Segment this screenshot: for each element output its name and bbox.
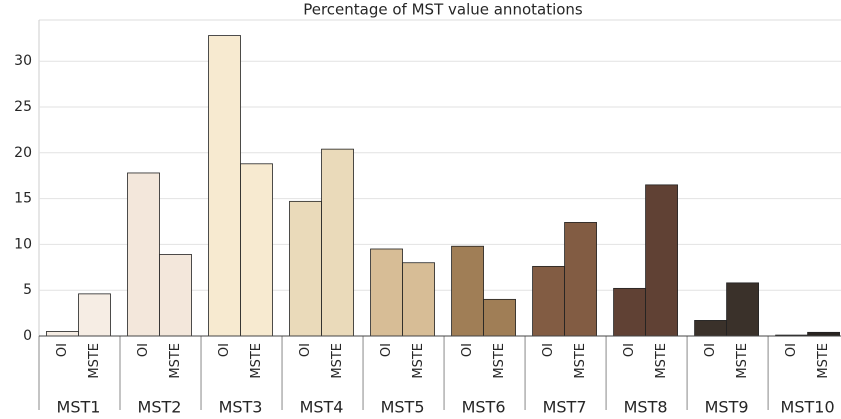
x-tick-label: MST2 — [138, 398, 182, 417]
series-label: OI — [703, 343, 718, 357]
x-tick-label: MST8 — [624, 398, 668, 417]
x-tick-label: MST7 — [543, 398, 587, 417]
series-label: MSTE — [816, 343, 831, 379]
y-tick-label: 5 — [23, 282, 32, 298]
x-tick-label: MST3 — [219, 398, 263, 417]
series-label: MSTE — [168, 343, 183, 379]
series-label: MSTE — [573, 343, 588, 379]
x-tick-label: MST5 — [381, 398, 425, 417]
bar — [564, 222, 597, 337]
bar — [159, 254, 192, 337]
bar — [208, 35, 241, 337]
series-label: MSTE — [249, 343, 264, 379]
y-tick-label: 20 — [14, 145, 32, 161]
series-label: MSTE — [492, 343, 507, 379]
bar — [451, 245, 484, 337]
series-label: OI — [136, 343, 151, 357]
x-tick-label: MST10 — [781, 398, 835, 417]
series-label: OI — [217, 343, 232, 357]
series-label: MSTE — [654, 343, 669, 379]
series-label: MSTE — [87, 343, 102, 379]
x-tick-label: MST9 — [705, 398, 749, 417]
bar — [127, 172, 160, 337]
bar — [240, 163, 273, 337]
series-label: OI — [55, 343, 70, 357]
y-tick-label: 10 — [14, 236, 32, 252]
bar — [726, 282, 759, 337]
y-tick-label: 15 — [14, 191, 32, 207]
series-label: MSTE — [735, 343, 750, 379]
y-tick-label: 25 — [14, 99, 32, 115]
bar — [613, 287, 646, 337]
y-tick-label: 0 — [23, 328, 32, 344]
series-label: OI — [622, 343, 637, 357]
series-label: OI — [298, 343, 313, 357]
series-label: OI — [541, 343, 556, 357]
series-label: MSTE — [330, 343, 345, 379]
x-tick-label: MST4 — [300, 398, 344, 417]
bar — [645, 184, 678, 337]
bar — [402, 262, 435, 337]
y-tick-label: 30 — [14, 53, 32, 69]
x-tick-label: MST6 — [462, 398, 506, 417]
bar — [78, 293, 111, 337]
bar — [370, 248, 403, 337]
bar — [532, 265, 565, 337]
series-label: OI — [379, 343, 394, 357]
bar — [483, 298, 516, 337]
x-tick-label: MST1 — [57, 398, 101, 417]
bar — [289, 200, 322, 337]
chart-title: Percentage of MST value annotations — [303, 1, 583, 19]
bar — [694, 320, 727, 337]
series-label: MSTE — [411, 343, 426, 379]
bar — [321, 148, 354, 337]
bar — [46, 331, 79, 337]
series-label: OI — [784, 343, 799, 357]
bar — [807, 331, 840, 337]
series-label: OI — [460, 343, 475, 357]
